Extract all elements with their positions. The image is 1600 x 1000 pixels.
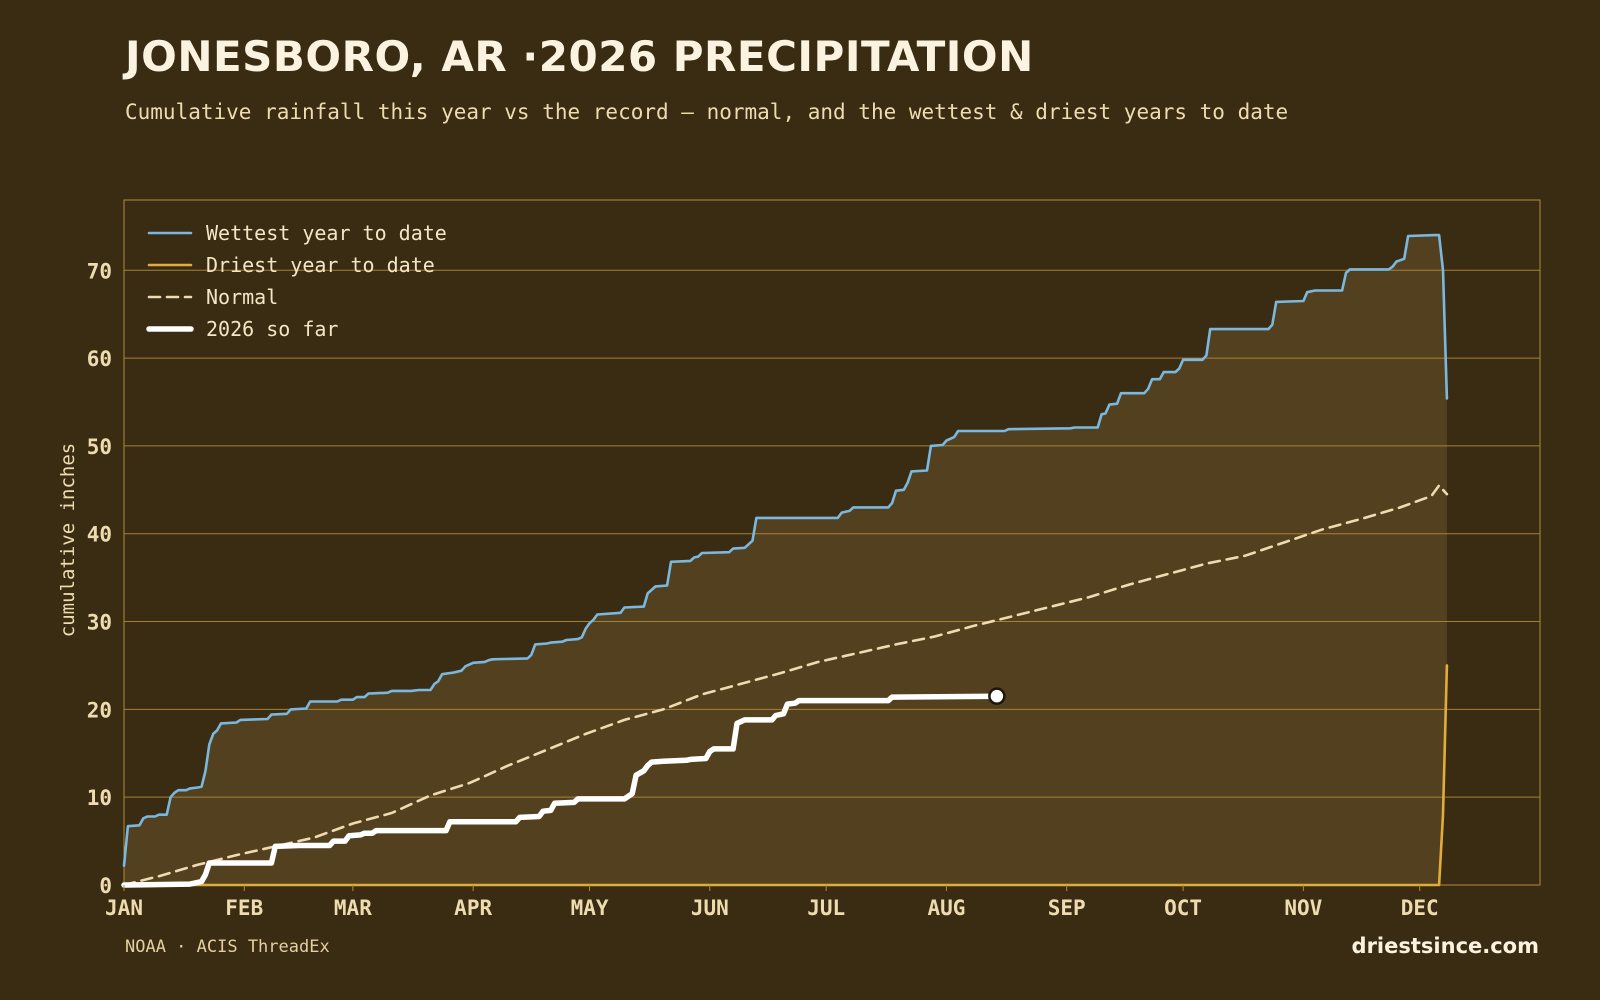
x-tick-label: SEP [1048,896,1086,920]
x-tick-label: JAN [105,896,143,920]
wettest-line [122,233,1449,867]
y-tick-label: 30 [87,611,112,635]
y-tick-label: 0 [99,874,112,898]
x-tick-label: JUN [691,896,729,920]
x-tick-label: MAY [571,896,609,920]
record-band-area [124,235,1447,886]
x-axis-ticks: JAN FEB MAR APR MAY JUN JUL AUG SEP OCT NOV DEC [105,885,1439,920]
y-tick-label: 40 [87,523,112,547]
driest-line [122,664,1449,887]
x-tick-label: APR [454,896,492,920]
chart-subtitle: Cumulative rainfall this year vs the rec… [125,100,1289,124]
x-tick-label: MAR [334,896,372,920]
site-link[interactable]: driestsince.com [1351,934,1539,958]
current-year-line [121,693,1000,888]
data-source: NOAA · ACIS ThreadEx [125,937,330,957]
legend-label: Driest year to date [206,253,435,277]
chart-title: JONESBORO, AR ·2026 PRECIPITATION [125,32,1034,81]
x-tick-label: OCT [1164,896,1202,920]
grid-lines [124,269,1540,886]
x-tick-label: JUL [807,896,845,920]
y-axis-ticks: 0 10 20 30 40 50 60 70 [87,259,112,898]
x-tick-label: AUG [927,896,965,920]
legend-label: Normal [206,285,278,309]
y-tick-label: 20 [87,698,112,722]
legend-label: 2026 so far [206,317,338,341]
normal-line [122,484,1449,887]
series-lines [121,233,1449,888]
y-tick-label: 10 [87,786,112,810]
y-tick-label: 60 [87,347,112,371]
current-point-marker [988,687,1006,705]
record-band [124,235,1447,886]
x-tick-label: NOV [1284,896,1322,920]
x-tick-label: FEB [225,896,263,920]
y-tick-label: 50 [87,435,112,459]
legend-label: Wettest year to date [206,221,447,245]
legend: Wettest year to date Driest year to date N… [146,221,447,341]
x-tick-label: DEC [1401,896,1439,920]
y-axis-label: cumulative inches [57,443,79,637]
y-tick-label: 70 [87,259,112,283]
